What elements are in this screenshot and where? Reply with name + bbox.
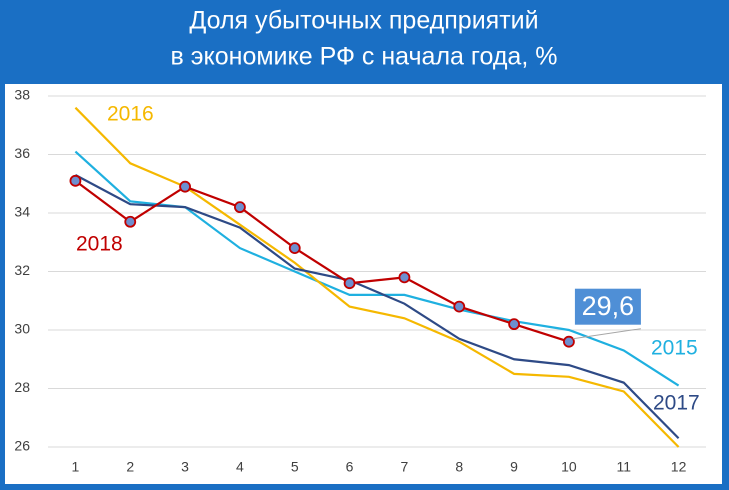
x-tick-label: 5 [291,459,299,475]
point-marker [508,318,520,331]
x-tick-label: 1 [72,459,80,475]
point-marker [343,277,356,290]
series-label: 2015 [651,337,698,360]
series-line [74,179,570,343]
chart-title: Доля убыточных предприятий [189,7,538,35]
label-leader [572,328,641,340]
y-tick-label: 34 [14,204,30,220]
series-label: 2018 [76,233,123,256]
series-label: 2017 [653,392,700,415]
series-line [74,106,680,448]
point-marker [69,174,82,187]
x-tick-label: 9 [510,459,518,475]
point-marker [453,300,466,313]
y-tick-label: 30 [14,321,30,337]
x-tick-label: 6 [346,459,354,475]
point-marker [288,242,301,255]
y-tick-label: 36 [14,145,30,161]
point-marker [124,215,137,228]
y-tick-label: 38 [14,87,30,103]
value-label: 29,6 [582,291,635,321]
x-tick-label: 7 [401,459,409,475]
x-tick-label: 8 [455,459,463,475]
x-tick-label: 11 [616,459,631,475]
point-marker [563,335,575,348]
value-label-box [574,288,641,325]
x-tick-label: 2 [126,459,134,475]
plot-panel [5,84,722,484]
x-tick-label: 4 [236,459,244,475]
y-tick-label: 28 [14,379,30,395]
x-tick-label: 3 [181,459,189,475]
x-tick-label: 12 [671,459,687,475]
series-label: 2016 [107,103,154,126]
y-tick-label: 26 [14,438,30,454]
series-line [74,174,680,439]
point-marker [398,271,411,284]
y-tick-label: 32 [14,262,30,278]
point-marker [234,201,246,214]
point-marker [179,180,191,193]
chart-title: в экономике РФ с начала года, % [171,43,558,71]
x-tick-label: 10 [561,459,577,475]
